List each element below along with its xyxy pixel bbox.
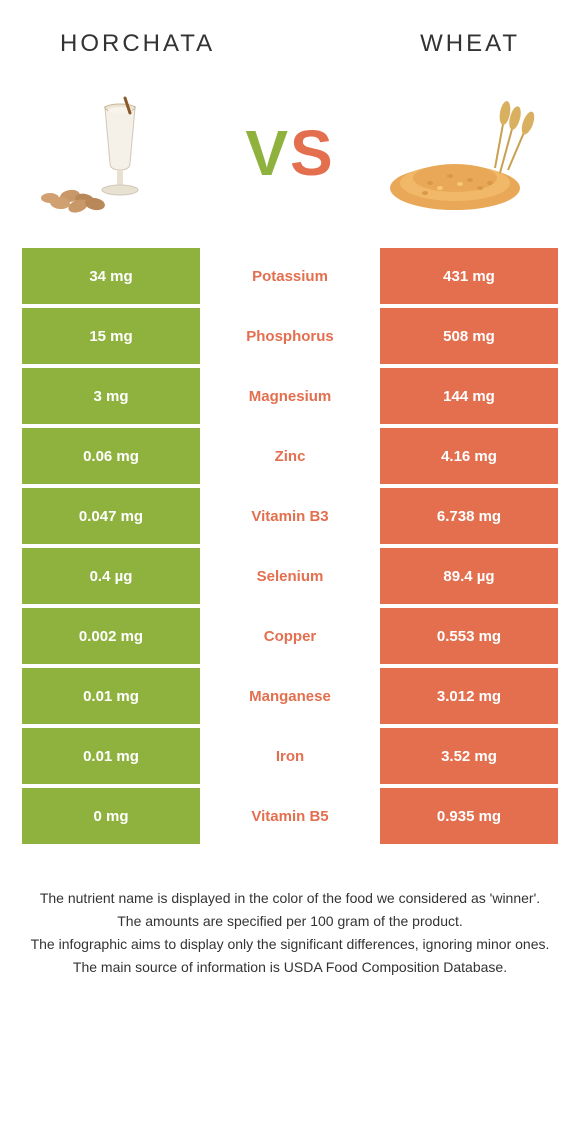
nutrient-name: Phosphorus xyxy=(200,308,380,364)
right-value: 144 mg xyxy=(380,368,558,424)
comparison-table: 34 mgPotassium431 mg15 mgPhosphorus508 m… xyxy=(22,248,558,844)
table-row: 0.047 mgVitamin B36.738 mg xyxy=(22,488,558,544)
nutrient-name: Vitamin B3 xyxy=(200,488,380,544)
nutrient-name: Zinc xyxy=(200,428,380,484)
header: HORCHATA WHEAT xyxy=(0,0,580,78)
right-value: 0.935 mg xyxy=(380,788,558,844)
vs-v: V xyxy=(245,117,290,189)
footer-notes: The nutrient name is displayed in the co… xyxy=(0,848,580,1000)
left-value: 0.047 mg xyxy=(22,488,200,544)
footer-line: The amounts are specified per 100 gram o… xyxy=(30,911,550,932)
left-value: 15 mg xyxy=(22,308,200,364)
right-value: 3.52 mg xyxy=(380,728,558,784)
vs-s: S xyxy=(290,117,335,189)
right-value: 431 mg xyxy=(380,248,558,304)
footer-line: The nutrient name is displayed in the co… xyxy=(30,888,550,909)
right-value: 0.553 mg xyxy=(380,608,558,664)
nutrient-name: Vitamin B5 xyxy=(200,788,380,844)
table-row: 3 mgMagnesium144 mg xyxy=(22,368,558,424)
table-row: 0 mgVitamin B50.935 mg xyxy=(22,788,558,844)
left-value: 0 mg xyxy=(22,788,200,844)
wheat-image xyxy=(380,88,550,218)
table-row: 0.4 µgSelenium89.4 µg xyxy=(22,548,558,604)
left-value: 3 mg xyxy=(22,368,200,424)
nutrient-name: Manganese xyxy=(200,668,380,724)
right-food-title: WHEAT xyxy=(420,30,520,58)
nutrient-name: Magnesium xyxy=(200,368,380,424)
table-row: 0.01 mgIron3.52 mg xyxy=(22,728,558,784)
left-value: 34 mg xyxy=(22,248,200,304)
left-value: 0.002 mg xyxy=(22,608,200,664)
left-food-title: HORCHATA xyxy=(60,30,215,58)
footer-line: The infographic aims to display only the… xyxy=(30,934,550,955)
nutrient-name: Selenium xyxy=(200,548,380,604)
right-value: 3.012 mg xyxy=(380,668,558,724)
images-row: VS xyxy=(0,78,580,248)
nutrient-name: Copper xyxy=(200,608,380,664)
table-row: 0.01 mgManganese3.012 mg xyxy=(22,668,558,724)
left-value: 0.06 mg xyxy=(22,428,200,484)
table-row: 0.06 mgZinc4.16 mg xyxy=(22,428,558,484)
left-value: 0.01 mg xyxy=(22,728,200,784)
vs-label: VS xyxy=(245,116,334,190)
table-row: 15 mgPhosphorus508 mg xyxy=(22,308,558,364)
left-value: 0.4 µg xyxy=(22,548,200,604)
right-value: 4.16 mg xyxy=(380,428,558,484)
table-row: 0.002 mgCopper0.553 mg xyxy=(22,608,558,664)
horchata-image xyxy=(30,88,200,218)
footer-line: The main source of information is USDA F… xyxy=(30,957,550,978)
right-value: 89.4 µg xyxy=(380,548,558,604)
right-value: 508 mg xyxy=(380,308,558,364)
nutrient-name: Iron xyxy=(200,728,380,784)
right-value: 6.738 mg xyxy=(380,488,558,544)
table-row: 34 mgPotassium431 mg xyxy=(22,248,558,304)
nutrient-name: Potassium xyxy=(200,248,380,304)
left-value: 0.01 mg xyxy=(22,668,200,724)
